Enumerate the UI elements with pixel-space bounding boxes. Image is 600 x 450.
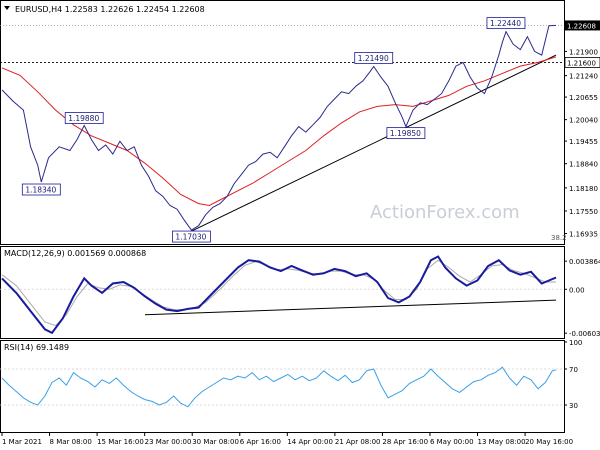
price-annotation-label: 1.22440 — [490, 19, 521, 28]
price-y-tick-label: 1.21900 — [569, 48, 598, 56]
price-annotation-label: 1.19850 — [390, 129, 421, 138]
macd-line — [1, 255, 557, 335]
current-price-label: 1.22608 — [567, 22, 596, 30]
current-price-tag — [565, 20, 600, 31]
rsi-line — [1, 366, 557, 408]
macd-y-tick-label: 0.003864 — [569, 258, 600, 266]
x-tick-label: 8 Mar 08:00 — [50, 438, 92, 446]
price-y-tick-label: 1.18840 — [569, 161, 598, 169]
price-trendline — [191, 54, 557, 232]
price-y-tick-label: 1.20655 — [569, 94, 598, 102]
price-y-tick-label: 1.20040 — [569, 117, 598, 125]
price-annotation-label: 1.18340 — [25, 186, 56, 195]
macd-y-tick-label: 0.00 — [569, 286, 585, 294]
price-line — [1, 24, 557, 231]
price-annotation-label: 1.21490 — [358, 54, 389, 63]
macd-panel-frame — [0, 246, 565, 339]
x-tick-label: 15 Mar 16:00 — [97, 438, 144, 446]
level-line-label: 1.21600 — [567, 59, 596, 67]
price-panel-frame — [0, 0, 565, 245]
macd-trendline — [144, 299, 557, 316]
x-tick-label: 6 May 00:00 — [430, 438, 474, 446]
watermark: ActionForex.com — [370, 202, 520, 223]
rsi-y-tick-label: 100 — [569, 339, 582, 347]
macd-signal-line — [1, 259, 556, 327]
price-annotation-box — [21, 183, 61, 196]
price-annotation-box — [386, 127, 426, 140]
price-annotation-box — [64, 112, 104, 124]
fib-label: 38.2 — [551, 234, 567, 242]
rsi-y-tick-label: 70 — [569, 366, 578, 374]
x-tick-label: 1 Mar 2021 — [2, 438, 42, 446]
macd-panel-label: MACD(12,26,9) 0.001569 0.000868 — [4, 249, 146, 258]
macd-y-tick-label: -0.006038 — [569, 330, 600, 338]
x-tick-label: 21 Apr 08:00 — [335, 438, 381, 446]
rsi-panel-frame — [0, 340, 565, 433]
x-tick-label: 23 Mar 00:00 — [145, 438, 192, 446]
level-line-tag — [564, 57, 600, 68]
price-y-tick-label: 1.17550 — [569, 208, 598, 216]
price-y-tick-label: 1.21240 — [569, 73, 598, 81]
price-annotation-box — [354, 52, 394, 64]
moving-average-line — [1, 56, 557, 207]
grid-layer — [0, 288, 564, 406]
x-tick-label: 30 Mar 08:00 — [192, 438, 239, 446]
price-y-tick-label: 1.18180 — [569, 185, 598, 193]
rsi-panel-label: RSI(14) 69.1489 — [4, 343, 69, 352]
x-tick-label: 13 May 08:00 — [478, 438, 526, 446]
price-annotation-label: 1.17030 — [175, 233, 206, 242]
x-tick-label: 28 Apr 16:00 — [382, 438, 428, 446]
x-tick-label: 6 Apr 16:00 — [240, 438, 281, 446]
axis-layer: 1.21900 1.21240 1.20655 1.20040 1.19455 1.188… — [1, 48, 600, 446]
price-annotation-box — [486, 17, 526, 30]
price-layer: 1.21600 1.22608 38.2 1.18340 1.19880 1.17030 1… — [0, 17, 600, 243]
rsi-layer — [1, 366, 557, 408]
x-tick-label: 20 May 16:00 — [525, 438, 573, 446]
price-y-tick-label: 1.19455 — [569, 138, 598, 146]
rsi-y-tick-label: 30 — [569, 402, 578, 410]
price-annotation-label: 1.19880 — [68, 114, 99, 123]
price-y-tick-label: 1.16935 — [569, 231, 598, 239]
macd-layer — [1, 255, 557, 335]
x-tick-label: 14 Apr 00:00 — [287, 438, 333, 446]
dropdown-icon[interactable] — [4, 6, 10, 10]
price-panel-header: EURUSD,H4 1.22583 1.22626 1.22454 1.2260… — [15, 5, 205, 14]
price-annotation-box — [172, 230, 211, 243]
